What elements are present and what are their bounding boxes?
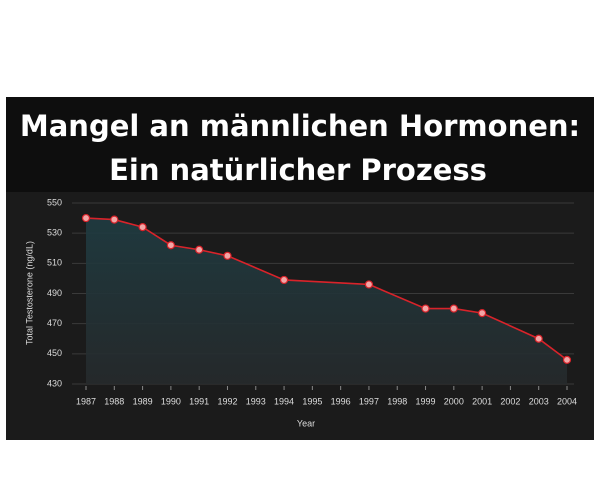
x-tick-label: 1996: [331, 396, 351, 406]
x-tick-label: 1993: [246, 396, 266, 406]
area: [86, 218, 567, 384]
y-tick-label: 490: [47, 288, 62, 298]
point: [364, 280, 374, 289]
y-tick-label: 470: [47, 318, 62, 328]
x-tick-label: 1991: [189, 396, 209, 406]
x-tick-label: 1998: [387, 396, 407, 406]
chart-title: Mangel an männlichen Hormonen:: [20, 109, 580, 143]
point: [421, 304, 430, 313]
x-tick-label: 2003: [529, 396, 549, 406]
x-tick-label: 1992: [217, 396, 237, 406]
y-tick-label: 450: [47, 348, 62, 358]
x-tick-label: 1987: [76, 396, 96, 406]
x-tick-label: 1989: [133, 396, 153, 406]
point: [195, 245, 204, 254]
y-axis-label: Total Testosterone (ng/dL): [24, 241, 34, 345]
x-tick-label: 2002: [500, 396, 520, 406]
x-tick-label: 1990: [161, 396, 181, 406]
point: [562, 355, 572, 364]
x-tick-label: 1995: [302, 396, 322, 406]
chart-title: Ein natürlicher Prozess: [109, 153, 487, 187]
x-tick-label: 2000: [444, 396, 464, 406]
x-tick-label: 1994: [274, 396, 294, 406]
x-tick-label: 1997: [359, 396, 379, 406]
x-axis-label: Year: [297, 418, 315, 428]
x-tick-label: 2004: [557, 396, 577, 406]
point: [110, 215, 119, 224]
x-tick-label: 1988: [104, 396, 124, 406]
point: [534, 334, 543, 343]
y-tick-label: 430: [47, 378, 62, 388]
point: [478, 309, 487, 318]
point: [279, 275, 289, 285]
y-tick-label: 550: [47, 197, 62, 207]
point: [166, 241, 175, 250]
y-tick-label: 530: [47, 228, 62, 238]
point: [449, 304, 458, 313]
x-tick-label: 2001: [472, 396, 492, 406]
point: [81, 213, 91, 223]
title-background: [6, 97, 594, 192]
y-tick-label: 510: [47, 258, 62, 268]
x-tick-label: 1999: [416, 396, 436, 406]
point: [223, 251, 232, 260]
point: [138, 223, 147, 232]
